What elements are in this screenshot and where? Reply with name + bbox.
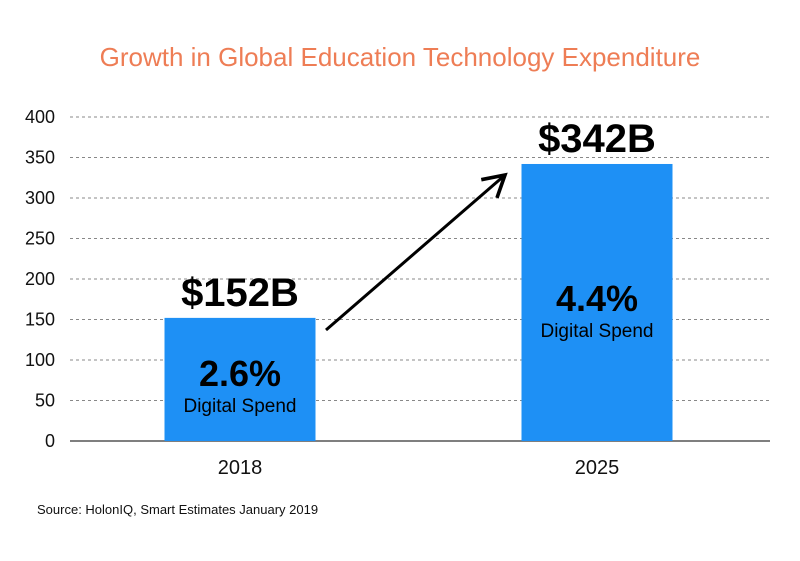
y-tick-label: 300 [25, 188, 55, 208]
x-category-label: 2025 [575, 457, 620, 479]
y-tick-label: 400 [25, 107, 55, 127]
bar-value-label: $152B [181, 271, 299, 315]
bar-2018 [164, 317, 316, 441]
bar-sub-label: Digital Spend [540, 321, 653, 342]
y-tick-label: 250 [25, 229, 55, 249]
bar-percent-label: 2.6% [199, 353, 281, 394]
bar-sub-label: Digital Spend [183, 396, 296, 417]
y-tick-label: 200 [25, 269, 55, 289]
x-category-label: 2018 [218, 457, 263, 479]
bar-2025 [521, 163, 673, 442]
y-axis: 0 50 100 150 200 250 300 350 400 [25, 107, 55, 451]
bar-percent-label: 4.4% [556, 278, 638, 319]
bar-value-label: $342B [538, 117, 656, 161]
x-axis: 2018 2025 [218, 457, 620, 479]
chart-title: Growth in Global Education Technology Ex… [100, 42, 701, 72]
bars [164, 163, 673, 442]
growth-arrow [325, 172, 508, 332]
y-tick-label: 150 [25, 310, 55, 330]
y-tick-label: 0 [45, 431, 55, 451]
y-tick-label: 350 [25, 148, 55, 168]
y-tick-label: 50 [35, 391, 55, 411]
y-tick-label: 100 [25, 350, 55, 370]
source-note: Source: HolonIQ, Smart Estimates January… [37, 502, 318, 517]
